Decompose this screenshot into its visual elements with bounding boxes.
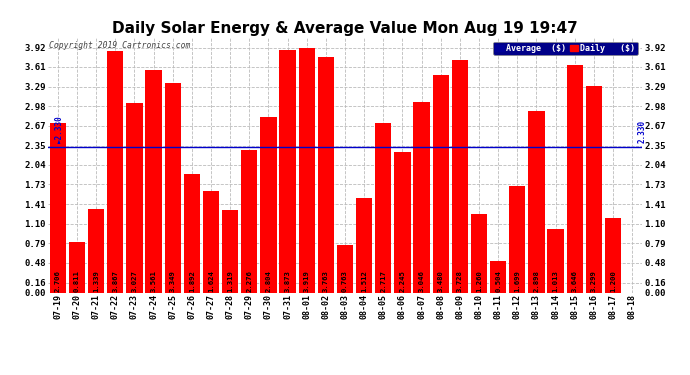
Text: Copyright 2019 Cartronics.com: Copyright 2019 Cartronics.com: [49, 41, 190, 50]
Text: 1.699: 1.699: [514, 270, 520, 292]
Text: 0.763: 0.763: [342, 270, 348, 292]
Text: 3.867: 3.867: [112, 270, 118, 292]
Text: 3.561: 3.561: [150, 270, 157, 292]
Bar: [605, 217, 621, 292]
Text: 2.898: 2.898: [533, 270, 540, 292]
Bar: [50, 123, 66, 292]
Bar: [433, 75, 449, 292]
Text: 1.339: 1.339: [93, 270, 99, 292]
Text: 3.027: 3.027: [131, 270, 137, 292]
Bar: [509, 186, 525, 292]
Text: 2.717: 2.717: [380, 270, 386, 292]
Bar: [471, 214, 487, 292]
Bar: [203, 191, 219, 292]
Text: 1.200: 1.200: [610, 270, 616, 292]
Bar: [317, 57, 334, 292]
Bar: [184, 174, 200, 292]
Text: 2.276: 2.276: [246, 270, 253, 292]
Text: 1.013: 1.013: [553, 270, 559, 292]
Text: ►2.330: ►2.330: [55, 116, 64, 143]
Bar: [452, 60, 468, 292]
Bar: [586, 86, 602, 292]
Text: 3.728: 3.728: [457, 270, 463, 292]
Bar: [490, 261, 506, 292]
Bar: [107, 51, 124, 292]
Text: 1.512: 1.512: [361, 270, 367, 292]
Text: 1.624: 1.624: [208, 270, 214, 292]
Bar: [222, 210, 238, 292]
Text: 3.873: 3.873: [284, 270, 290, 292]
Text: 1.260: 1.260: [476, 270, 482, 292]
Bar: [413, 102, 430, 292]
Text: 1.319: 1.319: [227, 270, 233, 292]
Text: 2.330: 2.330: [637, 120, 647, 143]
Bar: [241, 150, 257, 292]
Bar: [356, 198, 373, 292]
Bar: [69, 242, 85, 292]
Text: 2.804: 2.804: [266, 270, 271, 292]
Bar: [146, 70, 161, 292]
Title: Daily Solar Energy & Average Value Mon Aug 19 19:47: Daily Solar Energy & Average Value Mon A…: [112, 21, 578, 36]
Text: 0.504: 0.504: [495, 270, 501, 292]
Legend: Average  ($), Daily   ($): Average ($), Daily ($): [493, 42, 638, 55]
Text: 3.349: 3.349: [170, 270, 176, 292]
Text: 3.480: 3.480: [437, 270, 444, 292]
Bar: [529, 111, 544, 292]
Text: 3.763: 3.763: [323, 270, 329, 292]
Bar: [394, 152, 411, 292]
Text: 3.919: 3.919: [304, 270, 310, 292]
Text: 2.706: 2.706: [55, 270, 61, 292]
Bar: [566, 64, 583, 292]
Bar: [260, 117, 277, 292]
Bar: [88, 209, 104, 292]
Bar: [279, 51, 296, 292]
Bar: [126, 104, 143, 292]
Bar: [337, 245, 353, 292]
Text: 3.299: 3.299: [591, 270, 597, 292]
Bar: [299, 48, 315, 292]
Text: 1.892: 1.892: [189, 270, 195, 292]
Bar: [547, 229, 564, 292]
Text: 3.646: 3.646: [572, 270, 578, 292]
Bar: [165, 83, 181, 292]
Text: 2.245: 2.245: [400, 270, 406, 292]
Bar: [375, 123, 391, 292]
Text: 0.811: 0.811: [74, 270, 80, 292]
Text: 3.046: 3.046: [419, 270, 424, 292]
